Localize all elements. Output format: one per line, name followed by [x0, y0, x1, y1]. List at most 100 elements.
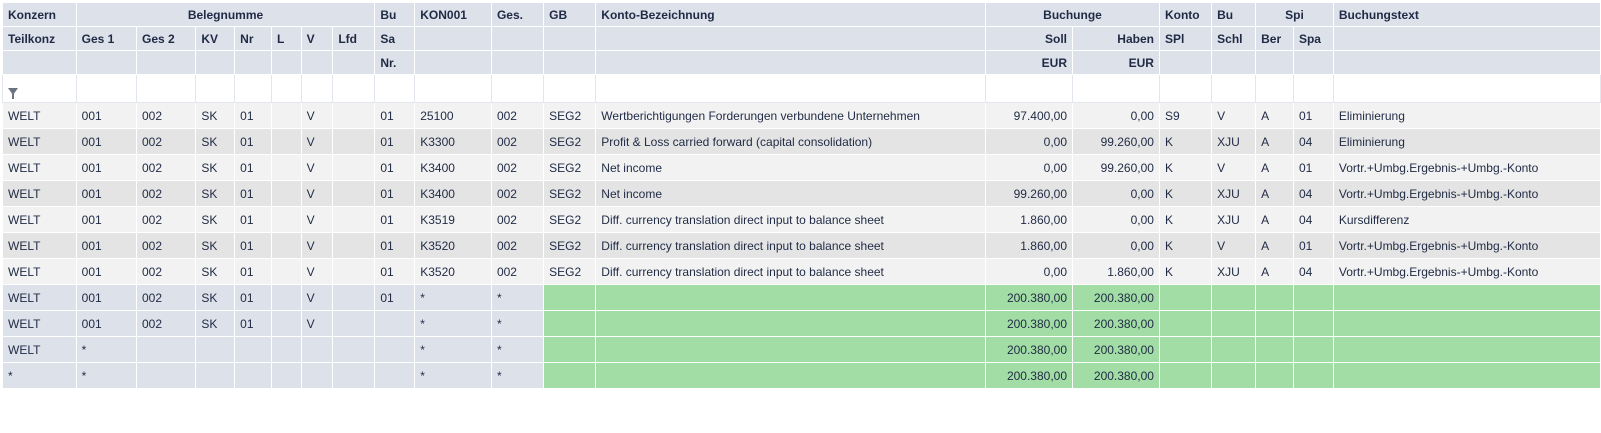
- filter-cell[interactable]: [985, 74, 1073, 103]
- col-header-nr[interactable]: Nr: [234, 26, 272, 51]
- cell-v[interactable]: [300, 362, 334, 389]
- cell-ges[interactable]: 002: [490, 128, 545, 155]
- col-header-ber[interactable]: Ber: [1255, 26, 1294, 51]
- cell-ges[interactable]: 002: [490, 154, 545, 181]
- cell-soll[interactable]: 1.860,00: [985, 232, 1073, 259]
- cell-buchungstext[interactable]: Vortr.+Umbg.Ergebnis-+Umbg.-Konto: [1332, 180, 1601, 207]
- cell-lfd[interactable]: [332, 336, 376, 363]
- cell-ges2[interactable]: 002: [135, 102, 197, 129]
- cell-kon001[interactable]: K3519: [414, 206, 492, 233]
- subtotal-row[interactable]: WELT 001 002 SK 01 V * * 200.380,00 200.380,00: [2, 310, 1601, 337]
- cell-gb[interactable]: SEG2: [543, 102, 597, 129]
- cell-ges[interactable]: 002: [490, 258, 545, 285]
- cell-spa[interactable]: 01: [1292, 102, 1334, 129]
- cell-kv[interactable]: SK: [195, 102, 236, 129]
- cell-nr[interactable]: 01: [234, 284, 272, 311]
- cell-nr[interactable]: 01: [234, 310, 272, 337]
- cell-konto-bezeichnung[interactable]: Diff. currency translation direct input …: [595, 206, 987, 233]
- filter-cell[interactable]: [1158, 74, 1213, 103]
- cell-ges1[interactable]: 001: [75, 128, 137, 155]
- filter-cell[interactable]: [135, 74, 197, 103]
- cell-kon001[interactable]: 25100: [414, 102, 492, 129]
- cell-ber[interactable]: [1255, 310, 1294, 337]
- col-header-ges1[interactable]: Ges 1: [75, 26, 137, 51]
- cell-l[interactable]: [270, 362, 302, 389]
- col-header-kv[interactable]: KV: [195, 26, 236, 51]
- filter-cell[interactable]: [1332, 74, 1601, 103]
- cell-kv[interactable]: SK: [195, 284, 236, 311]
- col-header-konto-bezeichnung[interactable]: Konto-Bezeichnung: [595, 2, 987, 27]
- cell-gb[interactable]: SEG2: [543, 128, 597, 155]
- cell-konzern[interactable]: WELT: [2, 180, 77, 207]
- cell-nr[interactable]: 01: [234, 180, 272, 207]
- cell-ges[interactable]: *: [490, 310, 545, 337]
- cell-ges[interactable]: 002: [490, 102, 545, 129]
- cell-kv[interactable]: SK: [195, 206, 236, 233]
- col-header-konzern[interactable]: Konzern: [2, 2, 77, 27]
- cell-bu-sa-nr[interactable]: 01: [374, 102, 416, 129]
- cell-kon001[interactable]: K3520: [414, 232, 492, 259]
- cell-nr[interactable]: 01: [234, 128, 272, 155]
- table-row[interactable]: WELT 001 002 SK 01 V 01 K3400 002 SEG2 Net income 0…: [2, 154, 1601, 181]
- cell-lfd[interactable]: [332, 102, 376, 129]
- cell-konzern[interactable]: WELT: [2, 310, 77, 337]
- cell-konzern[interactable]: WELT: [2, 336, 77, 363]
- cell-v[interactable]: V: [300, 258, 334, 285]
- cell-ges1[interactable]: *: [75, 362, 137, 389]
- filter-cell[interactable]: [75, 74, 137, 103]
- cell-haben[interactable]: 200.380,00: [1072, 284, 1160, 311]
- cell-haben[interactable]: 200.380,00: [1072, 310, 1160, 337]
- cell-gb[interactable]: SEG2: [543, 258, 597, 285]
- filter-cell[interactable]: [2, 74, 77, 103]
- cell-ges2[interactable]: 002: [135, 258, 197, 285]
- filter-cell[interactable]: [595, 74, 987, 103]
- cell-konzern[interactable]: WELT: [2, 102, 77, 129]
- cell-ges2[interactable]: [135, 362, 197, 389]
- cell-kon001[interactable]: *: [414, 362, 492, 389]
- filter-cell[interactable]: [270, 74, 302, 103]
- cell-buchungstext[interactable]: Eliminierung: [1332, 102, 1601, 129]
- col-header-lfd[interactable]: Lfd: [332, 26, 376, 51]
- cell-ges[interactable]: 002: [490, 232, 545, 259]
- cell-konzern[interactable]: *: [2, 362, 77, 389]
- cell-ber[interactable]: A: [1255, 206, 1294, 233]
- cell-haben[interactable]: 200.380,00: [1072, 336, 1160, 363]
- filter-cell[interactable]: [414, 74, 492, 103]
- col-header-v[interactable]: V: [300, 26, 334, 51]
- cell-v[interactable]: V: [300, 206, 334, 233]
- cell-ges2[interactable]: 002: [135, 232, 197, 259]
- cell-spa[interactable]: 01: [1292, 154, 1334, 181]
- cell-konzern[interactable]: WELT: [2, 128, 77, 155]
- cell-gb[interactable]: [543, 284, 597, 311]
- cell-nr[interactable]: 01: [234, 102, 272, 129]
- cell-bu-schl[interactable]: V: [1211, 102, 1257, 129]
- cell-soll[interactable]: 200.380,00: [985, 310, 1073, 337]
- cell-konto-bezeichnung[interactable]: Net income: [595, 180, 987, 207]
- cell-ges1[interactable]: 001: [75, 154, 137, 181]
- cell-nr[interactable]: 01: [234, 154, 272, 181]
- cell-v[interactable]: V: [300, 284, 334, 311]
- col-header-ges[interactable]: Ges.: [490, 2, 545, 27]
- cell-bu-schl[interactable]: XJU: [1211, 206, 1257, 233]
- cell-buchungstext[interactable]: Vortr.+Umbg.Ergebnis-+Umbg.-Konto: [1332, 258, 1601, 285]
- cell-bu-sa-nr[interactable]: [374, 362, 416, 389]
- cell-l[interactable]: [270, 102, 302, 129]
- cell-bu-schl[interactable]: [1211, 310, 1257, 337]
- cell-buchungstext[interactable]: [1332, 362, 1601, 389]
- cell-konto-bezeichnung[interactable]: [595, 284, 987, 311]
- cell-v[interactable]: V: [300, 154, 334, 181]
- cell-lfd[interactable]: [332, 362, 376, 389]
- filter-cell[interactable]: [300, 74, 334, 103]
- cell-buchungstext[interactable]: Kursdifferenz: [1332, 206, 1601, 233]
- cell-soll[interactable]: 97.400,00: [985, 102, 1073, 129]
- cell-gb[interactable]: [543, 336, 597, 363]
- cell-ges1[interactable]: 001: [75, 284, 137, 311]
- cell-buchungstext[interactable]: Vortr.+Umbg.Ergebnis-+Umbg.-Konto: [1332, 232, 1601, 259]
- cell-ber[interactable]: A: [1255, 102, 1294, 129]
- cell-bu-schl[interactable]: [1211, 362, 1257, 389]
- cell-lfd[interactable]: [332, 284, 376, 311]
- cell-konzern[interactable]: WELT: [2, 154, 77, 181]
- cell-lfd[interactable]: [332, 180, 376, 207]
- cell-kon001[interactable]: *: [414, 310, 492, 337]
- cell-lfd[interactable]: [332, 258, 376, 285]
